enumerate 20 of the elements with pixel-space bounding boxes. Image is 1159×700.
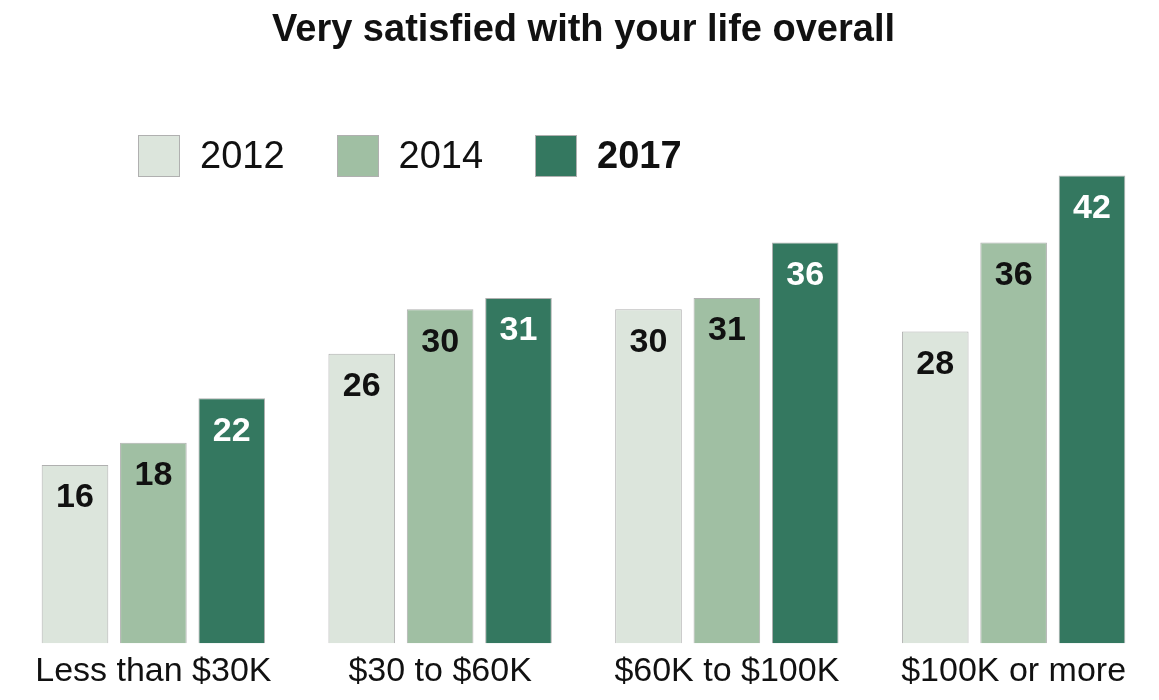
- data-label: 36: [786, 253, 825, 292]
- data-label: 28: [916, 342, 955, 381]
- data-label: 16: [56, 476, 94, 515]
- data-label: 18: [134, 454, 173, 493]
- x-tick-label: $30 to $60K: [348, 649, 533, 688]
- x-tick-label: Less than $30K: [35, 649, 272, 688]
- legend-label: 2017: [597, 134, 682, 177]
- legend-label: 2012: [200, 134, 285, 177]
- data-label: 30: [421, 320, 460, 359]
- x-tick-label: $60K to $100K: [614, 649, 840, 688]
- legend-label: 2014: [398, 134, 484, 177]
- data-label: 26: [342, 365, 381, 404]
- chart-title: Very satisfied with your life overall: [271, 7, 896, 50]
- data-label: 22: [212, 409, 251, 448]
- x-tick-label: $100K or more: [901, 649, 1127, 688]
- data-label: 31: [707, 309, 746, 348]
- data-label: 30: [629, 320, 668, 359]
- data-label: 31: [499, 309, 538, 348]
- data-label: 36: [994, 253, 1033, 292]
- data-label: 42: [1073, 186, 1111, 225]
